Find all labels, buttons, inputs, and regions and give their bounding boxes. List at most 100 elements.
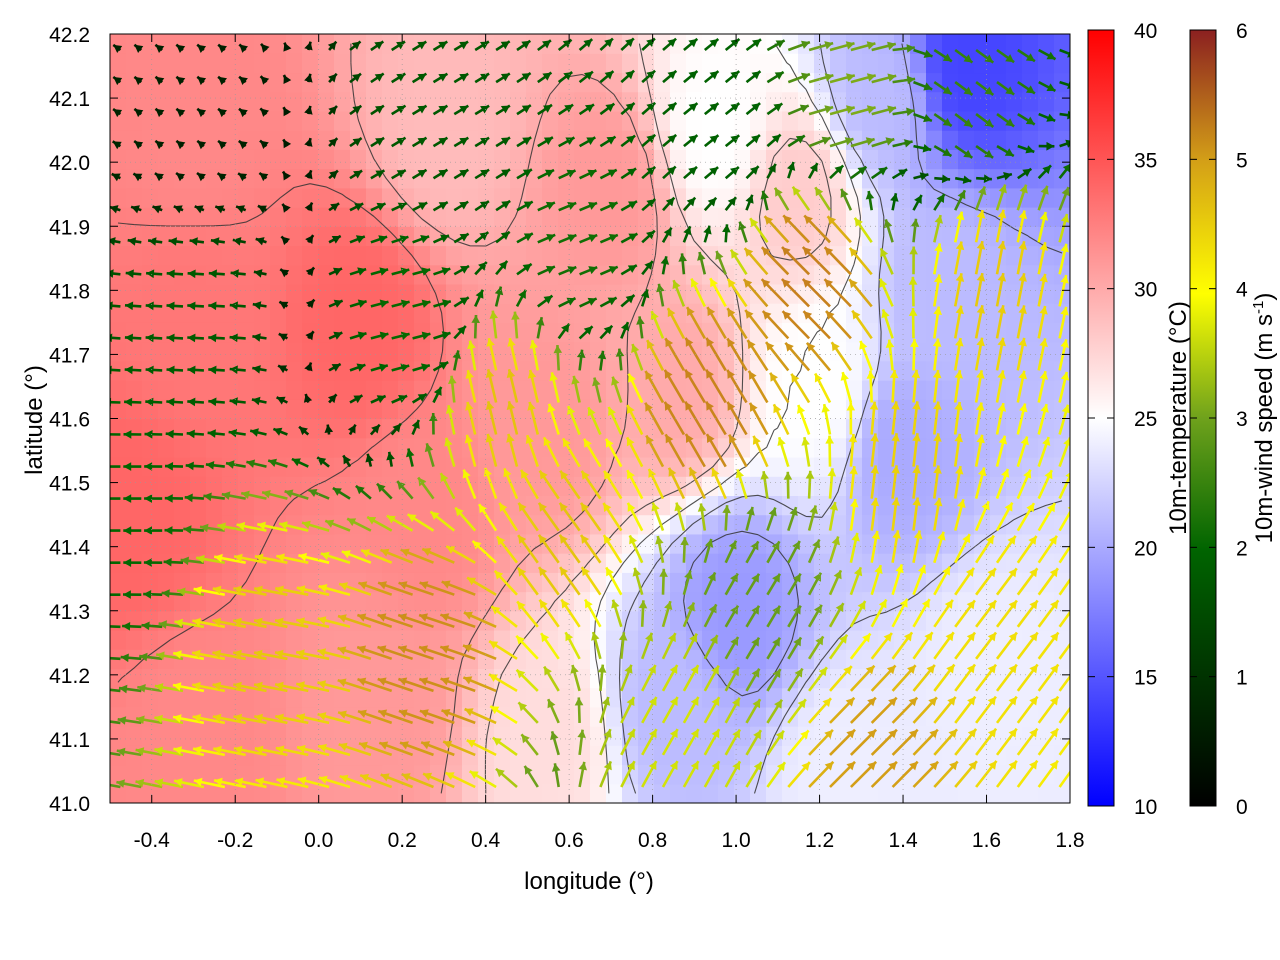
temperature-cell (702, 53, 719, 74)
temperature-cell (894, 187, 911, 208)
temperature-cell (350, 303, 367, 323)
temperature-cell (366, 399, 383, 420)
temperature-cell (542, 456, 559, 477)
temperature-cell (990, 726, 1007, 746)
temperature-cell (366, 591, 383, 612)
temperature-cell (846, 322, 863, 343)
temperature-cell (846, 149, 863, 170)
temperature-cell (350, 726, 367, 746)
temperature-cell (750, 495, 767, 516)
temperature-cell (766, 53, 783, 74)
temperature-cell (190, 380, 207, 400)
temperature-cell (894, 245, 911, 266)
temperature-cell (702, 207, 719, 227)
temperature-cell (1022, 207, 1039, 227)
temperature-cell (446, 264, 463, 285)
temperature-cell (270, 783, 287, 803)
temperature-cell (206, 149, 223, 170)
temperature-cell (846, 783, 863, 803)
temperature-cell (110, 629, 127, 650)
temperature-cell (238, 380, 255, 400)
temperature-cell (286, 91, 303, 112)
temperature-cell (462, 745, 479, 766)
temperature-cell (286, 591, 303, 612)
temperature-cell (206, 110, 223, 131)
temperature-cell (590, 495, 607, 516)
temperature-cell (894, 341, 911, 362)
temperature-cell (286, 629, 303, 650)
temperature-cell (718, 687, 735, 708)
temperature-cell (638, 476, 655, 496)
temperature-cell (1054, 553, 1070, 573)
temperature-cell (1054, 456, 1070, 477)
temperature-cell (142, 399, 159, 420)
temperature-cell (126, 783, 143, 803)
temperature-cell (382, 53, 399, 74)
x-tick-label: 0.0 (304, 829, 333, 852)
temperature-cell (814, 726, 831, 746)
temperature-cell (174, 149, 191, 170)
temperature-cell (926, 283, 943, 304)
temperature-cell (670, 207, 687, 227)
temperature-cell (878, 610, 895, 631)
temperature-cell (558, 764, 575, 785)
temperature-cell (958, 572, 975, 593)
temperature-cell (894, 629, 911, 650)
temperature-cell (830, 649, 847, 670)
temperature-cell (622, 207, 639, 227)
temperature-cell (542, 514, 559, 535)
temperature-cell (238, 187, 255, 208)
temperature-cell (1022, 91, 1039, 112)
temperature-cell (686, 399, 703, 420)
temperature-cell (686, 764, 703, 785)
temperature-cell (110, 53, 127, 74)
temperature-cell (542, 149, 559, 170)
temperature-cell (398, 341, 415, 362)
temperature-cell (334, 91, 351, 112)
temperature-cell (798, 533, 815, 554)
temperature-cell (574, 322, 591, 343)
temperature-cell (862, 226, 879, 247)
temperature-cell (910, 380, 927, 400)
temperature-cell (334, 380, 351, 400)
temperature-cell (318, 207, 335, 227)
temperature-cell (670, 572, 687, 593)
temperature-cell (254, 283, 271, 304)
temperature-cell (1006, 706, 1023, 727)
temperature-cell (382, 437, 399, 458)
temperature-cell (190, 783, 207, 803)
temperature-cell (446, 53, 463, 74)
temperature-cell (846, 53, 863, 74)
temperature-cell (302, 783, 319, 803)
temperature-cell (270, 283, 287, 304)
colorbar-tick-label: 4 (1236, 279, 1248, 302)
temperature-cell (814, 303, 831, 323)
temperature-cell (158, 437, 175, 458)
temperature-cell (526, 572, 543, 593)
temperature-cell (110, 668, 127, 689)
temperature-cell (1006, 341, 1023, 362)
temperature-cell (894, 726, 911, 746)
temperature-cell (206, 303, 223, 323)
temperature-cell (542, 207, 559, 227)
temperature-cell (270, 495, 287, 516)
temperature-cell (654, 649, 671, 670)
temperature-cell (382, 360, 399, 381)
temperature-cell (750, 130, 767, 150)
temperature-cell (302, 726, 319, 746)
temperature-cell (334, 668, 351, 689)
temperature-cell (206, 456, 223, 477)
temperature-cell (942, 168, 959, 189)
temperature-cell (398, 322, 415, 343)
temperature-cell (942, 437, 959, 458)
temperature-cell (670, 591, 687, 612)
temperature-cell (190, 168, 207, 189)
temperature-cell (254, 533, 271, 554)
temperature-cell (158, 360, 175, 381)
temperature-cell (1006, 303, 1023, 323)
temperature-cell (958, 418, 975, 439)
temperature-cell (1038, 649, 1055, 670)
temperature-cell (862, 322, 879, 343)
temperature-cell (830, 245, 847, 266)
temperature-cell (174, 399, 191, 420)
